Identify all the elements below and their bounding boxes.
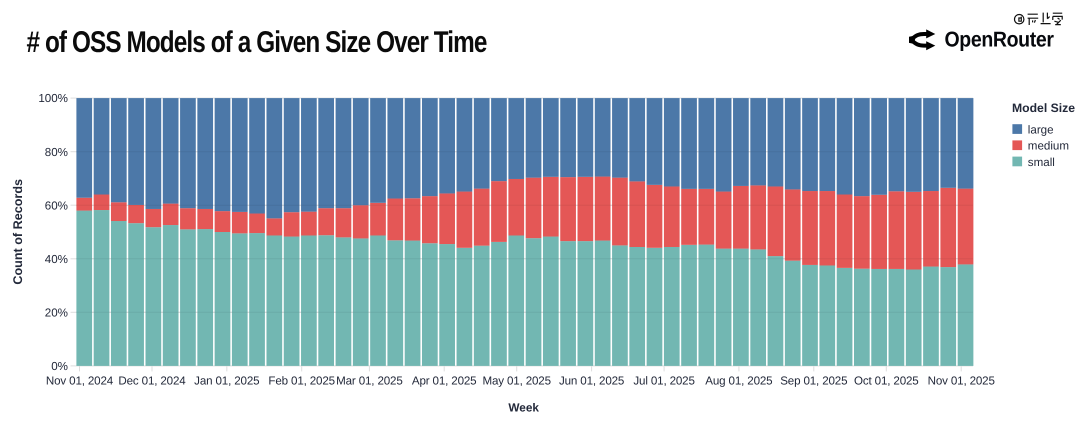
svg-text:Apr 01, 2025: Apr 01, 2025 <box>412 375 477 388</box>
svg-text:Nov 01, 2024: Nov 01, 2024 <box>46 375 114 388</box>
svg-text:Feb 01, 2025: Feb 01, 2025 <box>268 375 335 388</box>
svg-text:40%: 40% <box>45 253 68 266</box>
svg-text:OpenRouter: OpenRouter <box>945 27 1055 51</box>
svg-text:100%: 100% <box>38 92 68 105</box>
svg-text:Model Size: Model Size <box>1012 101 1075 115</box>
svg-text:May 01, 2025: May 01, 2025 <box>482 375 550 388</box>
svg-text:Week: Week <box>508 400 539 414</box>
svg-text:Jun 01, 2025: Jun 01, 2025 <box>559 375 624 388</box>
svg-text:small: small <box>1028 156 1055 169</box>
svg-text:Aug 01, 2025: Aug 01, 2025 <box>705 375 772 388</box>
svg-text:Sep 01, 2025: Sep 01, 2025 <box>780 375 847 388</box>
svg-text:Jan 01, 2025: Jan 01, 2025 <box>194 375 259 388</box>
svg-text:20%: 20% <box>45 306 68 319</box>
svg-text:large: large <box>1028 123 1054 136</box>
svg-text:0%: 0% <box>51 360 68 373</box>
svg-text:Count of Records: Count of Records <box>11 179 25 285</box>
svg-text:80%: 80% <box>45 146 68 159</box>
svg-text:Mar 01, 2025: Mar 01, 2025 <box>336 375 403 388</box>
svg-text:# of OSS Models of a Given Siz: # of OSS Models of a Given Size Over Tim… <box>27 26 487 59</box>
svg-text:Nov 01, 2025: Nov 01, 2025 <box>928 375 995 388</box>
svg-text:60%: 60% <box>45 199 68 212</box>
svg-text:Jul 01, 2025: Jul 01, 2025 <box>633 375 694 388</box>
svg-text:Dec 01, 2024: Dec 01, 2024 <box>118 375 186 388</box>
svg-text:medium: medium <box>1028 140 1069 153</box>
svg-text:Oct 01, 2025: Oct 01, 2025 <box>854 375 919 388</box>
